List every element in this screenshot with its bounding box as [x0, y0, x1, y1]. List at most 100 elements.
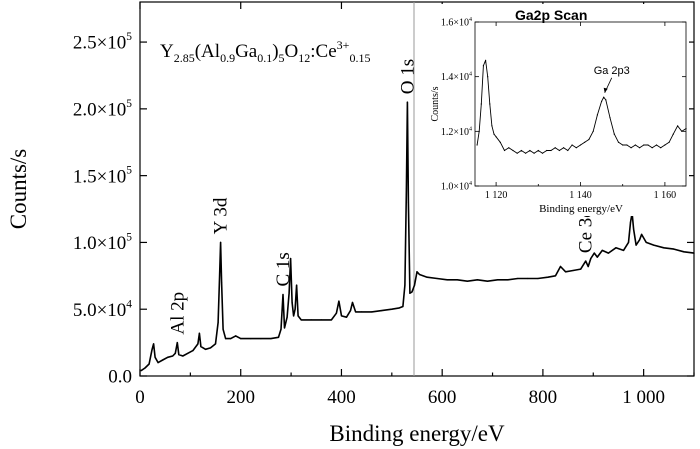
- data-point: [398, 307, 400, 309]
- data-point: [200, 346, 202, 348]
- data-point: [482, 65, 484, 67]
- formula-ce-sub: 0.15: [349, 51, 370, 65]
- data-point: [626, 144, 628, 146]
- formula-al-sub: 0.9: [220, 51, 235, 65]
- data-point: [411, 291, 413, 293]
- data-point: [300, 319, 302, 321]
- x-tick-label: 600: [428, 387, 457, 408]
- data-point: [609, 117, 611, 119]
- y-tick-exponent: 5: [126, 232, 132, 244]
- data-point: [221, 281, 223, 284]
- inset-annotation: Ga 2p3: [594, 65, 630, 93]
- y-tick-exponent: 4: [469, 17, 472, 23]
- x-tick-label: 1 140: [569, 190, 592, 201]
- data-point: [655, 144, 658, 146]
- main-tick-labels: 0 200 400 600 800 1 0000.05.0×1041.0×1051.5×1…: [73, 31, 665, 408]
- data-point: [554, 275, 557, 277]
- data-point: [593, 252, 595, 254]
- formula-ce-sup: 3+: [337, 38, 350, 52]
- inset-series: [476, 59, 687, 154]
- data-point: [601, 100, 603, 102]
- data-point: [673, 248, 675, 250]
- data-point: [580, 268, 582, 270]
- data-point: [683, 251, 685, 253]
- data-point: [575, 147, 577, 149]
- inset-background: [427, 4, 689, 216]
- formula-ce: :Ce: [310, 41, 336, 62]
- y-tick-exponent: 4: [469, 126, 472, 132]
- data-point: [176, 342, 178, 344]
- y-tick-exponent: 4: [469, 181, 472, 187]
- y-tick-mantissa: 1.6×10: [441, 18, 469, 29]
- data-point: [340, 315, 343, 317]
- data-point: [182, 355, 184, 357]
- data-point: [174, 352, 176, 354]
- data-point: [409, 292, 411, 294]
- data-point: [647, 144, 649, 146]
- data-point: [617, 141, 620, 143]
- data-point: [533, 152, 535, 154]
- data-point: [584, 141, 586, 143]
- data-point: [151, 348, 153, 350]
- data-point: [418, 273, 421, 276]
- data-point: [491, 125, 493, 127]
- y-tick-label: 5.0×104: [73, 298, 132, 321]
- formula-o-sub: 12: [298, 51, 310, 65]
- y-tick-mantissa: 2.5×10: [73, 33, 126, 54]
- data-point: [639, 239, 641, 241]
- formula-al: (Al: [195, 41, 220, 62]
- data-point: [162, 359, 164, 361]
- data-point: [613, 133, 615, 135]
- y-tick-exponent: 4: [126, 298, 132, 310]
- data-point: [563, 147, 565, 149]
- data-point: [286, 316, 288, 318]
- data-point: [144, 367, 146, 369]
- data-point: [653, 244, 655, 246]
- data-point: [157, 362, 159, 364]
- data-point: [672, 133, 674, 135]
- y-tick-mantissa: 1.4×10: [441, 72, 469, 83]
- data-point: [546, 149, 548, 152]
- y-tick-label: 1.6×104: [441, 17, 472, 29]
- data-point: [310, 319, 312, 321]
- data-point: [520, 149, 523, 152]
- y-tick-mantissa: 1.0×10: [441, 182, 469, 193]
- data-point: [230, 338, 232, 340]
- data-point: [277, 336, 280, 338]
- y-tick-exponent: 5: [126, 165, 132, 177]
- data-point: [349, 310, 352, 312]
- data-point: [622, 144, 624, 146]
- data-point: [140, 370, 142, 372]
- series-line-0: [476, 59, 687, 154]
- formula-y: Y: [160, 41, 174, 62]
- inset-title: Ga2p Scan: [515, 7, 587, 23]
- data-point: [681, 130, 683, 132]
- data-point: [559, 265, 562, 268]
- y-tick-label: 1.0×104: [441, 181, 472, 193]
- data-point: [280, 328, 282, 330]
- y-tick-label: 1.4×104: [441, 72, 472, 84]
- data-point: [187, 352, 189, 354]
- formula-paren-sub: 5: [279, 51, 285, 65]
- y-axis-label: Counts/s: [6, 149, 31, 230]
- data-point: [527, 277, 529, 280]
- data-point: [633, 228, 635, 230]
- data-point: [250, 338, 252, 340]
- formula-label: Y2.85(Al0.9Ga0.1)5O12:Ce3+0.15: [160, 38, 370, 65]
- data-point: [590, 257, 592, 260]
- data-point: [592, 130, 594, 132]
- data-point: [407, 201, 409, 203]
- formula-ga-sub: 0.1: [257, 51, 272, 65]
- data-point: [512, 149, 514, 152]
- data-point: [405, 188, 407, 190]
- main-plot-frame: [139, 1, 695, 377]
- y-tick-mantissa: 1.2×10: [441, 127, 469, 138]
- data-point: [361, 311, 363, 313]
- data-point: [220, 241, 222, 243]
- data-point: [603, 96, 605, 98]
- data-point: [677, 125, 679, 127]
- data-point: [214, 343, 217, 345]
- inset-chart: Ga2p Scan 1 120 1 140 1 1601.0×1041.2×1041…: [427, 4, 689, 216]
- x-tick-label: 1 120: [485, 190, 508, 201]
- data-point: [668, 141, 670, 143]
